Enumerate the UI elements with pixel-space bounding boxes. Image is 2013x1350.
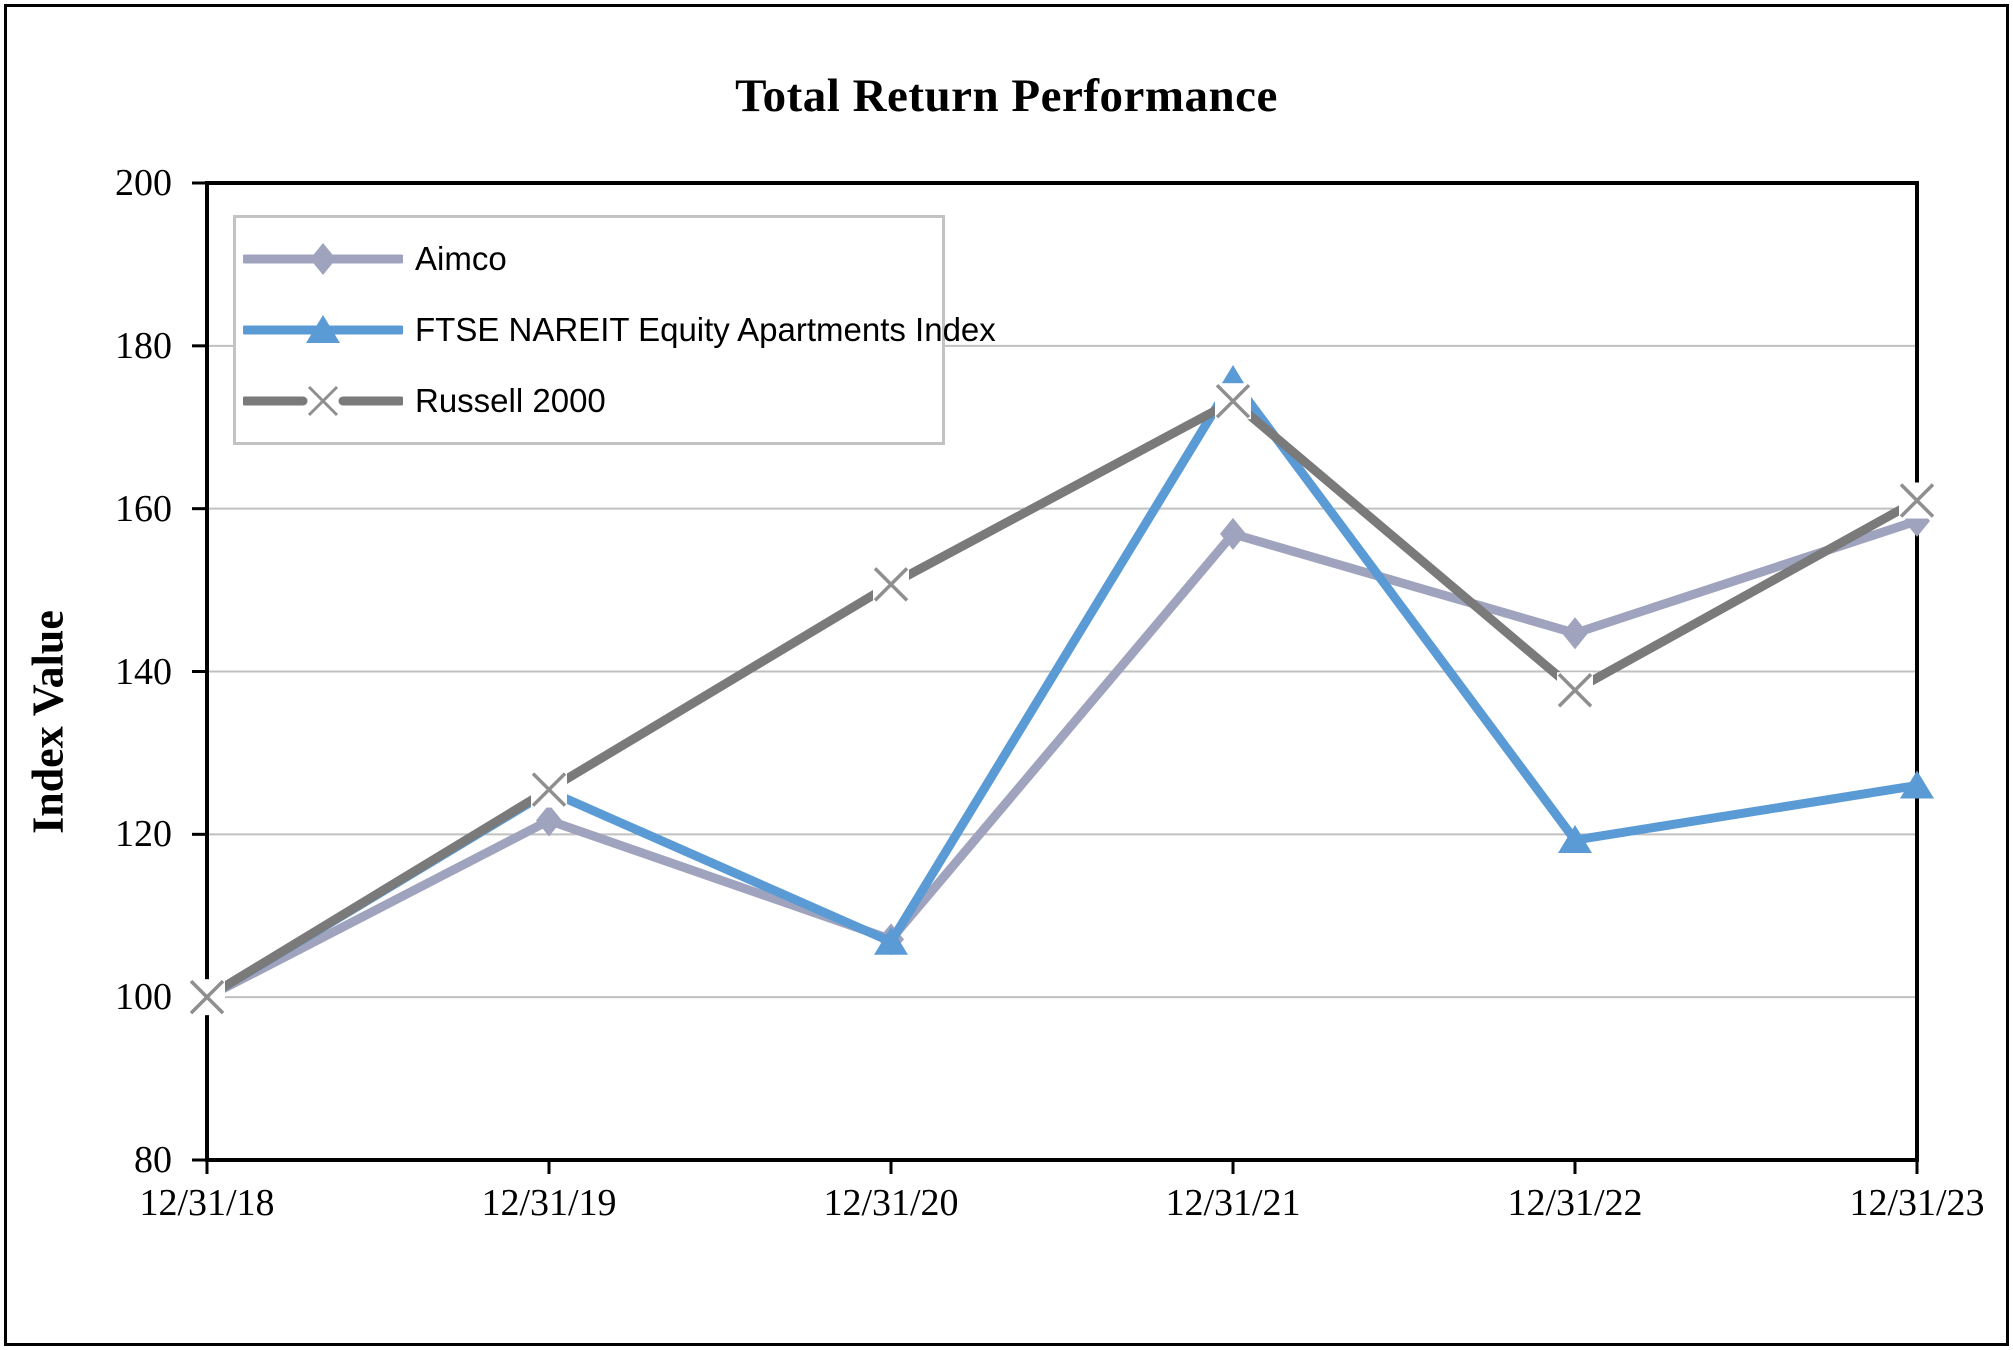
legend-item-ftse-nareit: FTSE NAREIT Equity Apartments Index (243, 295, 996, 366)
y-tick-label: 200 (115, 162, 172, 204)
series-line (202, 375, 1922, 1002)
x-marker-icon (531, 772, 567, 807)
triangle-marker-icon (306, 315, 340, 343)
y-tick-label: 80 (134, 1139, 172, 1181)
x-marker-icon (1215, 383, 1251, 419)
legend-label: Russell 2000 (415, 381, 606, 419)
diamond-marker-icon (1904, 504, 1930, 537)
x-tick-label: 12/31/23 (1849, 1182, 1985, 1224)
series-0 (194, 504, 1930, 1014)
diamond-marker-icon (310, 243, 336, 276)
series-line (202, 516, 1922, 1002)
triangle-marker-icon (874, 926, 908, 955)
x-tick-label: 12/31/20 (823, 1182, 959, 1224)
legend-box: Aimco FTSE NAREIT Equity Apartments Inde… (233, 215, 996, 445)
legend-item-aimco: Aimco (243, 224, 942, 295)
legend-swatch-triangle-icon (243, 315, 403, 343)
legend-swatch-diamond-icon (243, 243, 403, 276)
diamond-marker-icon (1220, 517, 1246, 550)
y-tick-label: 120 (115, 813, 172, 856)
legend-label: FTSE NAREIT Equity Apartments Index (415, 311, 996, 348)
x-marker-icon (873, 567, 909, 602)
x-tick-label: 12/31/22 (1507, 1182, 1643, 1224)
diamond-marker-icon (536, 804, 562, 837)
legend-swatch-x-icon (243, 385, 403, 416)
y-tick-label: 100 (115, 976, 172, 1019)
chart-title: Total Return Performance (735, 70, 1278, 123)
x-tick-label: 12/31/21 (1165, 1182, 1301, 1224)
series-1 (190, 365, 1934, 1011)
triangle-marker-icon (1900, 770, 1934, 799)
x-marker-icon (189, 979, 225, 1015)
x-marker-icon (307, 385, 339, 416)
y-tick-label: 160 (115, 487, 172, 530)
x-marker-icon (1899, 483, 1935, 518)
triangle-marker-icon (1558, 825, 1592, 854)
y-tick-label: 140 (115, 650, 172, 693)
legend-label: Aimco (415, 240, 507, 278)
x-marker-icon (1557, 672, 1593, 708)
series-line (202, 396, 1922, 1002)
x-tick-label: 12/31/18 (139, 1182, 275, 1224)
series-2 (189, 383, 1935, 1016)
legend-item-russell-2000: Russell 2000 (243, 365, 942, 436)
diamond-marker-icon (1562, 617, 1588, 650)
x-tick-label: 12/31/19 (481, 1182, 617, 1224)
y-tick-label: 180 (115, 324, 172, 367)
